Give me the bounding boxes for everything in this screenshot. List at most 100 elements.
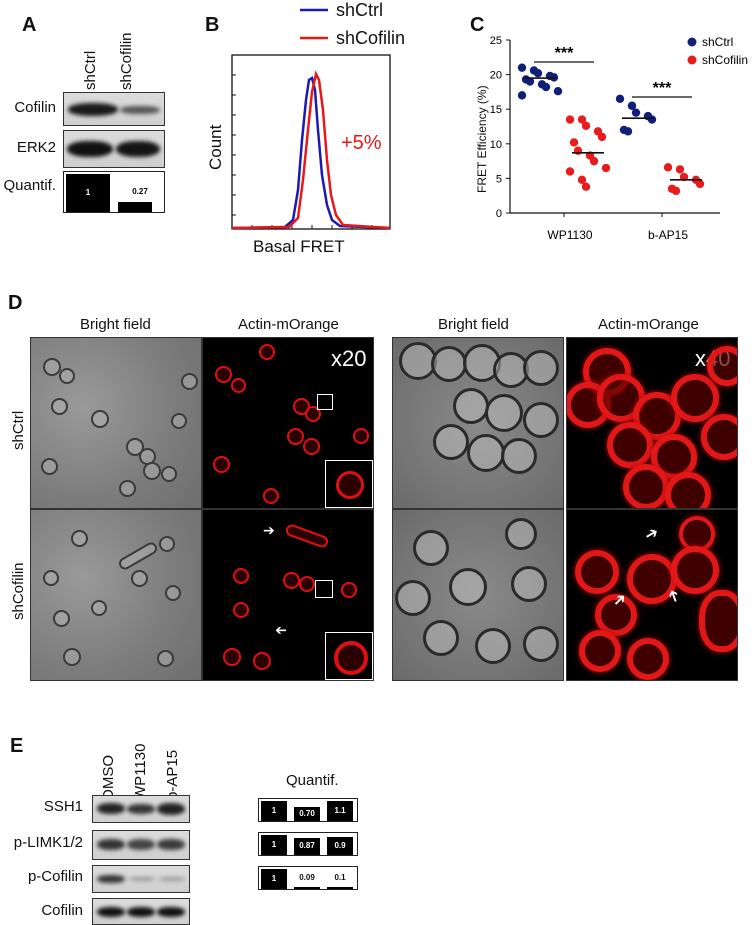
lane-label-dmso: DMSO <box>100 755 117 800</box>
arrow-icon: ➔ <box>641 523 663 546</box>
blot-p-limk <box>92 830 190 860</box>
lane-label-wp1130: WP1130 <box>132 743 149 800</box>
column-label-actin-20: Actin-mOrange <box>238 316 339 333</box>
significance-label: *** <box>555 45 574 62</box>
data-point-shcofilin <box>597 132 607 142</box>
histogram-xlabel: Basal FRET <box>253 237 345 256</box>
data-point-shcofilin <box>577 175 587 184</box>
micrograph-bf-shctrl-x20 <box>30 337 202 509</box>
micrograph-actin-shcofilin-x40: ➔ ➔ ➔ <box>566 509 738 681</box>
zoom-region-box <box>315 580 333 598</box>
x-category-label: b-AP15 <box>648 228 688 242</box>
micrograph-bf-shcofilin-x40 <box>392 509 564 681</box>
blot-erk2 <box>63 130 165 168</box>
row-label-p-limk: p-LIMK1/2 <box>13 834 83 851</box>
data-point-shctrl <box>631 108 641 117</box>
data-point-shcofilin <box>671 186 681 196</box>
chart-ylabel: FRET Efficiency (%) <box>475 85 489 193</box>
row-label-ssh1: SSH1 <box>43 798 83 815</box>
data-point-shcofilin <box>573 146 583 155</box>
zoom-inset <box>325 632 373 680</box>
data-point-shctrl <box>623 127 633 136</box>
histogram-annotation: +5% <box>341 132 382 154</box>
y-tick-label: 10 <box>490 139 502 151</box>
legend-marker <box>687 37 697 47</box>
legend-label: shCtrl <box>702 35 733 49</box>
row-label-p-cofilin: p-Cofilin <box>27 868 83 885</box>
legend-label: shCofilin <box>702 53 748 67</box>
series-curve-shcofilin <box>231 70 391 230</box>
quant-box-p-limk: 1 0.87 0.9 <box>258 832 358 856</box>
y-tick-label: 20 <box>490 70 502 82</box>
micrograph-actin-shctrl-x40: x40 <box>566 337 738 509</box>
quant-bar-shctrl: 1 <box>66 174 110 212</box>
x-category-label: WP1130 <box>547 228 592 242</box>
blot-cofilin-e <box>92 898 190 925</box>
lane-label-shcofilin: shCofilin <box>118 32 135 90</box>
data-point-shcofilin <box>569 138 579 147</box>
data-point-shctrl <box>517 91 527 100</box>
data-point-shctrl <box>627 101 637 110</box>
legend-marker <box>687 55 697 65</box>
quant-box-a: 1 0.27 <box>63 171 165 213</box>
data-point-shcofilin <box>589 156 599 166</box>
micrograph-bf-shcofilin-x20 <box>30 509 202 681</box>
series-curve-shctrl <box>231 75 391 230</box>
arrow-icon: ➔ <box>263 522 275 538</box>
legend-shctrl: shCtrl <box>336 0 384 20</box>
legend-shcofilin: shCofilin <box>336 28 406 48</box>
data-point-shcofilin <box>581 182 591 191</box>
data-point-shcofilin <box>577 115 587 124</box>
row-label-quantif: Quantif. <box>3 177 56 194</box>
row-label-shcofilin: shCofilin <box>10 562 27 620</box>
row-label-shctrl: shCtrl <box>10 410 27 450</box>
zoom-inset <box>325 460 373 508</box>
row-label-erk2: ERK2 <box>16 139 56 156</box>
y-tick-label: 5 <box>496 173 502 185</box>
panel-a-label: A <box>22 14 37 36</box>
micrograph-bf-shctrl-x40 <box>392 337 564 509</box>
blot-cofilin <box>63 92 165 126</box>
flow-histogram <box>231 8 391 230</box>
data-point-shcofilin <box>581 121 591 131</box>
quant-bar-shcofilin <box>118 202 152 212</box>
data-point-shctrl <box>647 115 657 124</box>
fret-efficiency-chart: 0 5 10 15 20 25 WP1130 b-AP15 *** *** shCtrl shCofi… <box>490 35 748 242</box>
data-point-shctrl <box>553 87 563 96</box>
quant-value: 1 <box>85 188 91 197</box>
data-point-shcofilin <box>565 167 575 176</box>
arrow-icon: ➔ <box>275 623 287 639</box>
panel-e-label: E <box>10 735 24 757</box>
data-point-shctrl <box>615 94 625 104</box>
column-label-bright-field-20: Bright field <box>80 316 151 333</box>
data-point-shcofilin <box>663 163 673 172</box>
row-label-cofilin-e: Cofilin <box>41 902 83 919</box>
data-point-shctrl <box>533 69 543 78</box>
column-label-actin-40: Actin-mOrange <box>598 316 699 333</box>
zoom-region-box <box>317 394 333 410</box>
quantif-title: Quantif. <box>286 772 339 789</box>
quant-box-ssh1: 1 0.70 1.1 <box>258 798 358 822</box>
data-point-shctrl <box>517 63 527 72</box>
quant-value: 0.27 <box>132 187 148 196</box>
quant-box-p-cofilin: 1 0.09 0.1 <box>258 866 358 890</box>
blot-p-cofilin <box>92 865 190 893</box>
y-tick-label: 25 <box>490 35 502 47</box>
lane-label-b-ap15: b-AP15 <box>164 749 181 800</box>
data-point-shcofilin <box>565 115 575 124</box>
lane-label-shctrl: shCtrl <box>82 50 99 90</box>
column-label-bright-field-40: Bright field <box>438 316 509 333</box>
magnification-label: x20 <box>331 346 367 371</box>
data-point-shcofilin <box>675 165 685 174</box>
panel-c-label: C <box>470 14 485 36</box>
blot-ssh1 <box>92 795 190 823</box>
panel-b-label: B <box>205 14 220 36</box>
micrograph-actin-shcofilin-x20: ➔ ➔ <box>202 509 374 681</box>
row-label-cofilin: Cofilin <box>14 99 56 116</box>
micrograph-actin-shctrl-x20: x20 <box>202 337 374 509</box>
data-point-shcofilin <box>601 163 611 173</box>
y-tick-label: 15 <box>490 104 502 116</box>
histogram-ylabel: Count <box>206 124 225 170</box>
data-point-shctrl <box>541 82 551 92</box>
significance-label: *** <box>653 80 672 97</box>
